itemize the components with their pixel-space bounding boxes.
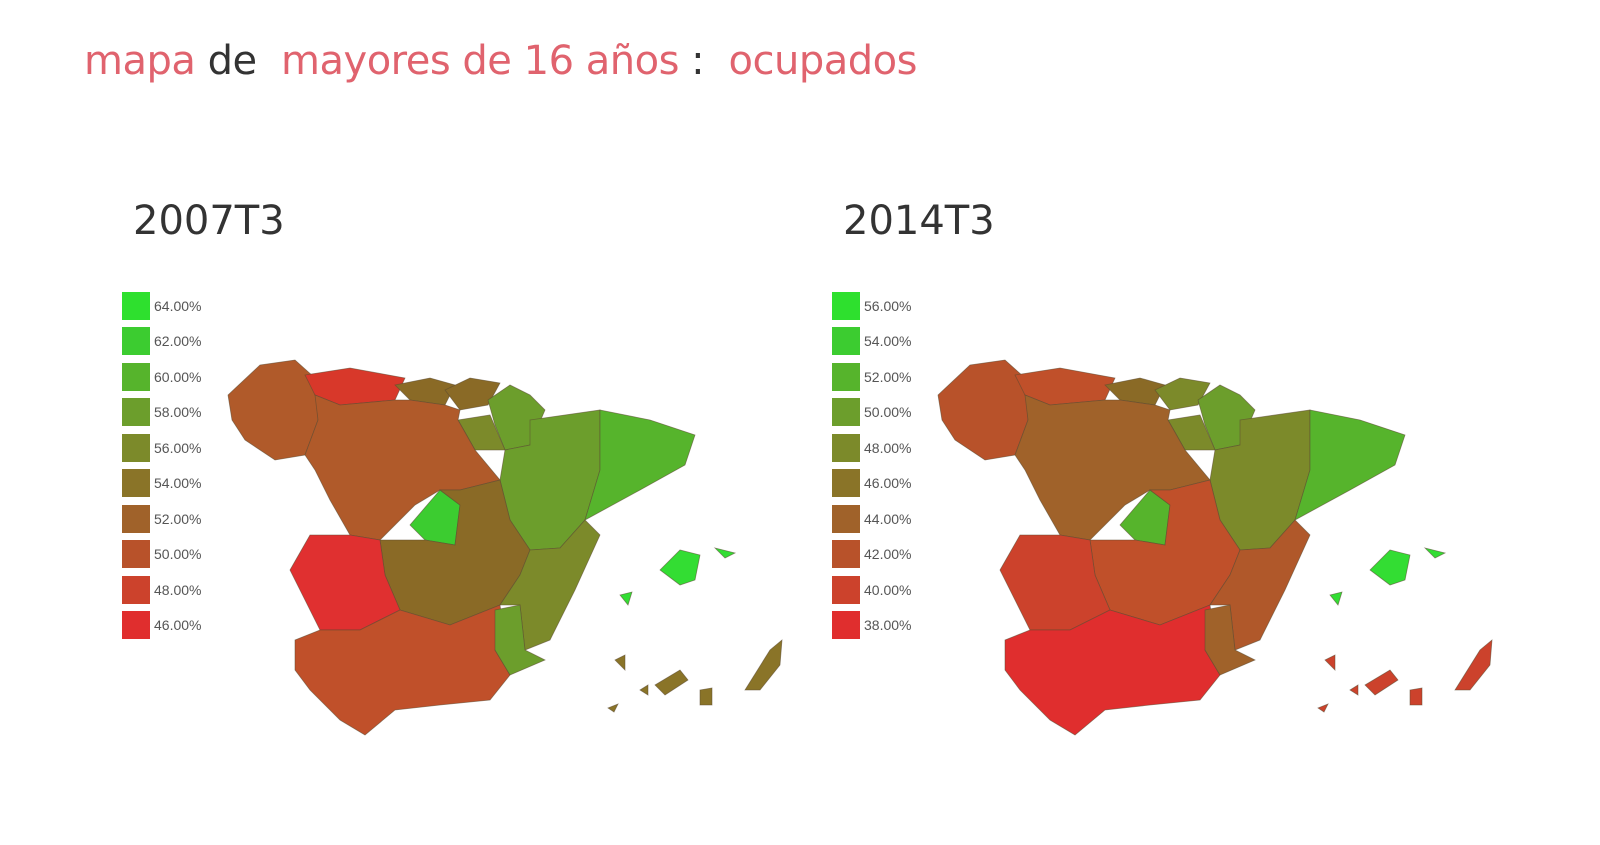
- legend: 64.00% 62.00% 60.00% 58.00% 56.00% 54.00% 52.0…: [122, 288, 201, 643]
- map-year-label: 2007T3: [133, 198, 285, 244]
- legend-item: 44.00%: [832, 501, 911, 537]
- legend-label: 62.00%: [154, 333, 202, 350]
- legend-label: 54.00%: [864, 333, 912, 350]
- legend-label: 52.00%: [864, 368, 912, 385]
- map-region: [639, 684, 649, 696]
- map-region: [654, 669, 689, 696]
- legend-item: 38.00%: [832, 608, 911, 644]
- legend-swatch: [832, 540, 860, 569]
- legend-swatch: [832, 575, 860, 604]
- legend-swatch: [122, 540, 150, 569]
- legend-item: 62.00%: [122, 324, 201, 360]
- map-region: [1364, 669, 1399, 696]
- map-region: [444, 377, 501, 411]
- legend-label: 44.00%: [864, 510, 912, 527]
- legend-item: 56.00%: [832, 288, 911, 324]
- legend-label: 56.00%: [154, 439, 202, 456]
- legend-label: 52.00%: [154, 510, 202, 527]
- legend-item: 46.00%: [122, 608, 201, 644]
- map-2014: [937, 359, 1493, 736]
- map-region: [1154, 377, 1211, 411]
- map-region: [1317, 703, 1329, 713]
- map-region: [1349, 684, 1359, 696]
- page-title: mapa de mayores de 16 años : ocupados: [84, 38, 917, 84]
- legend-label: 40.00%: [864, 581, 912, 598]
- title-word: ocupados: [728, 38, 918, 84]
- legend-swatch: [122, 327, 150, 356]
- legend-swatch: [832, 398, 860, 427]
- legend-swatch: [832, 611, 860, 640]
- legend-label: 46.00%: [154, 617, 202, 634]
- map-year-label: 2014T3: [843, 198, 995, 244]
- legend-label: 50.00%: [154, 546, 202, 563]
- legend-item: 56.00%: [122, 430, 201, 466]
- legend-swatch: [122, 398, 150, 427]
- legend-swatch: [832, 469, 860, 498]
- legend-label: 64.00%: [154, 297, 202, 314]
- legend-label: 48.00%: [154, 581, 202, 598]
- legend-item: 52.00%: [122, 501, 201, 537]
- legend-swatch: [122, 433, 150, 462]
- map-region: [227, 359, 319, 461]
- legend-label: 60.00%: [154, 368, 202, 385]
- legend-swatch: [832, 327, 860, 356]
- legend-item: 52.00%: [832, 359, 911, 395]
- legend-label: 50.00%: [864, 404, 912, 421]
- map-region: [494, 604, 546, 676]
- legend-swatch: [832, 362, 860, 391]
- map-2007: [227, 359, 783, 736]
- map-region: [1409, 687, 1423, 706]
- map-region: [607, 703, 619, 713]
- legend: 56.00% 54.00% 52.00% 50.00% 48.00% 46.00% 44.0…: [832, 288, 911, 643]
- map-region: [699, 687, 713, 706]
- map-region: [1454, 639, 1493, 691]
- legend-label: 58.00%: [154, 404, 202, 421]
- legend-swatch: [832, 291, 860, 320]
- legend-item: 50.00%: [122, 537, 201, 573]
- legend-swatch: [122, 504, 150, 533]
- map-region: [584, 409, 696, 521]
- map-region: [713, 547, 737, 559]
- map-region: [619, 591, 633, 606]
- map-region: [1423, 547, 1447, 559]
- legend-label: 56.00%: [864, 297, 912, 314]
- legend-swatch: [832, 504, 860, 533]
- legend-item: 64.00%: [122, 288, 201, 324]
- map-region: [1324, 654, 1336, 671]
- legend-item: 46.00%: [832, 466, 911, 502]
- legend-item: 42.00%: [832, 537, 911, 573]
- legend-swatch: [122, 291, 150, 320]
- map-region: [614, 654, 626, 671]
- legend-label: 48.00%: [864, 439, 912, 456]
- legend-swatch: [122, 611, 150, 640]
- title-word: mayores de 16 años: [281, 38, 679, 84]
- legend-swatch: [122, 362, 150, 391]
- legend-swatch: [122, 575, 150, 604]
- legend-swatch: [832, 433, 860, 462]
- title-word: mapa: [84, 38, 196, 84]
- title-separator: :: [691, 38, 705, 84]
- legend-item: 40.00%: [832, 572, 911, 608]
- legend-label: 54.00%: [154, 475, 202, 492]
- legend-item: 60.00%: [122, 359, 201, 395]
- title-word: de: [207, 38, 258, 84]
- map-region: [1369, 549, 1411, 586]
- legend-item: 50.00%: [832, 395, 911, 431]
- map-region: [1204, 604, 1256, 676]
- legend-item: 54.00%: [832, 324, 911, 360]
- legend-item: 58.00%: [122, 395, 201, 431]
- map-region: [744, 639, 783, 691]
- map-region: [937, 359, 1029, 461]
- legend-item: 48.00%: [122, 572, 201, 608]
- map-region: [1294, 409, 1406, 521]
- legend-label: 46.00%: [864, 475, 912, 492]
- legend-item: 48.00%: [832, 430, 911, 466]
- map-region: [1329, 591, 1343, 606]
- legend-item: 54.00%: [122, 466, 201, 502]
- legend-label: 38.00%: [864, 617, 912, 634]
- legend-swatch: [122, 469, 150, 498]
- map-region: [659, 549, 701, 586]
- legend-label: 42.00%: [864, 546, 912, 563]
